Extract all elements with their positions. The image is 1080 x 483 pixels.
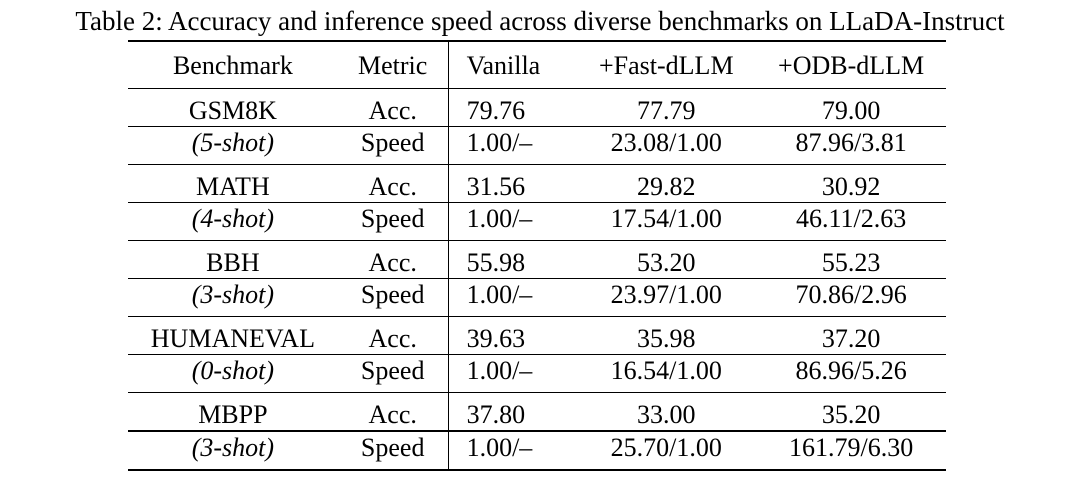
metric-label: Speed	[337, 278, 449, 317]
header-fast-dllm: +Fast-dLLM	[576, 40, 757, 89]
metric-label: Acc.	[337, 240, 449, 279]
table-row: GSM8K Acc. 79.76 77.79 79.00	[128, 88, 946, 127]
metric-label: Speed	[337, 354, 449, 393]
fast-dllm-value: 23.08/1.00	[576, 126, 757, 165]
table-row: MATH Acc. 31.56 29.82 30.92	[128, 164, 946, 203]
fast-dllm-value: 77.79	[576, 88, 757, 127]
benchmark-name: HUMANEVAL	[128, 316, 338, 355]
odb-dllm-value: 161.79/6.30	[756, 431, 946, 471]
fast-dllm-value: 33.00	[576, 392, 757, 432]
vanilla-value: 37.80	[447, 392, 577, 432]
odb-dllm-value: 30.92	[756, 164, 946, 203]
metric-label: Acc.	[337, 316, 449, 355]
fast-dllm-value: 23.97/1.00	[576, 278, 757, 317]
header-odb-dllm: +ODB-dLLM	[756, 40, 946, 89]
table-row: MBPP Acc. 37.80 33.00 35.20	[128, 392, 946, 432]
metric-label: Acc.	[337, 392, 449, 432]
benchmark-shot: (4-shot)	[128, 202, 338, 241]
header-benchmark: Benchmark	[128, 40, 338, 89]
metric-label: Speed	[337, 431, 449, 471]
table-row: (3-shot) Speed 1.00/– 23.97/1.00 70.86/2…	[128, 278, 946, 317]
benchmark-group-bbh: BBH Acc. 55.98 53.20 55.23 (3-shot) Spee…	[128, 240, 946, 317]
fast-dllm-value: 25.70/1.00	[576, 431, 757, 471]
benchmark-group-gsm8k: GSM8K Acc. 79.76 77.79 79.00 (5-shot) Sp…	[128, 88, 946, 165]
fast-dllm-value: 29.82	[576, 164, 757, 203]
fast-dllm-value: 53.20	[576, 240, 757, 279]
benchmark-name: MBPP	[128, 392, 338, 432]
vanilla-value: 79.76	[447, 88, 577, 127]
vanilla-value: 1.00/–	[447, 126, 577, 165]
table-row: (3-shot) Speed 1.00/– 25.70/1.00 161.79/…	[128, 431, 946, 471]
benchmark-shot: (0-shot)	[128, 354, 338, 393]
benchmark-name: GSM8K	[128, 88, 338, 127]
vanilla-value: 55.98	[447, 240, 577, 279]
vanilla-value: 1.00/–	[447, 431, 577, 471]
benchmark-shot: (5-shot)	[128, 126, 338, 165]
odb-dllm-value: 35.20	[756, 392, 946, 432]
fast-dllm-value: 16.54/1.00	[576, 354, 757, 393]
odb-dllm-value: 79.00	[756, 88, 946, 127]
odb-dllm-value: 55.23	[756, 240, 946, 279]
results-table: Benchmark Metric Vanilla +Fast-dLLM +ODB…	[128, 40, 946, 471]
vanilla-value: 1.00/–	[447, 354, 577, 393]
benchmark-group-mbpp: MBPP Acc. 37.80 33.00 35.20 (3-shot) Spe…	[128, 392, 946, 471]
benchmark-group-math: MATH Acc. 31.56 29.82 30.92 (4-shot) Spe…	[128, 164, 946, 241]
benchmark-name: BBH	[128, 240, 338, 279]
results-table-container: Benchmark Metric Vanilla +Fast-dLLM +ODB…	[128, 40, 946, 471]
benchmark-name: MATH	[128, 164, 338, 203]
vanilla-value: 31.56	[447, 164, 577, 203]
header-vanilla: Vanilla	[447, 40, 577, 89]
benchmark-group-humaneval: HUMANEVAL Acc. 39.63 35.98 37.20 (0-shot…	[128, 316, 946, 393]
vanilla-value: 1.00/–	[447, 202, 577, 241]
table-row: (4-shot) Speed 1.00/– 17.54/1.00 46.11/2…	[128, 202, 946, 241]
odb-dllm-value: 37.20	[756, 316, 946, 355]
vanilla-value: 1.00/–	[447, 278, 577, 317]
table-row: (5-shot) Speed 1.00/– 23.08/1.00 87.96/3…	[128, 126, 946, 165]
metric-label: Acc.	[337, 164, 449, 203]
odb-dllm-value: 87.96/3.81	[756, 126, 946, 165]
fast-dllm-value: 35.98	[576, 316, 757, 355]
odb-dllm-value: 70.86/2.96	[756, 278, 946, 317]
table-row: BBH Acc. 55.98 53.20 55.23	[128, 240, 946, 279]
table-caption: Table 2: Accuracy and inference speed ac…	[75, 6, 1005, 36]
benchmark-shot: (3-shot)	[128, 278, 338, 317]
vanilla-value: 39.63	[447, 316, 577, 355]
fast-dllm-value: 17.54/1.00	[576, 202, 757, 241]
table-row: HUMANEVAL Acc. 39.63 35.98 37.20	[128, 316, 946, 355]
table-row: (0-shot) Speed 1.00/– 16.54/1.00 86.96/5…	[128, 354, 946, 393]
metric-label: Speed	[337, 202, 449, 241]
metric-label: Speed	[337, 126, 449, 165]
odb-dllm-value: 86.96/5.26	[756, 354, 946, 393]
header-row: Benchmark Metric Vanilla +Fast-dLLM +ODB…	[128, 40, 946, 89]
metric-label: Acc.	[337, 88, 449, 127]
header-metric: Metric	[337, 40, 449, 89]
benchmark-shot: (3-shot)	[128, 431, 338, 471]
odb-dllm-value: 46.11/2.63	[756, 202, 946, 241]
